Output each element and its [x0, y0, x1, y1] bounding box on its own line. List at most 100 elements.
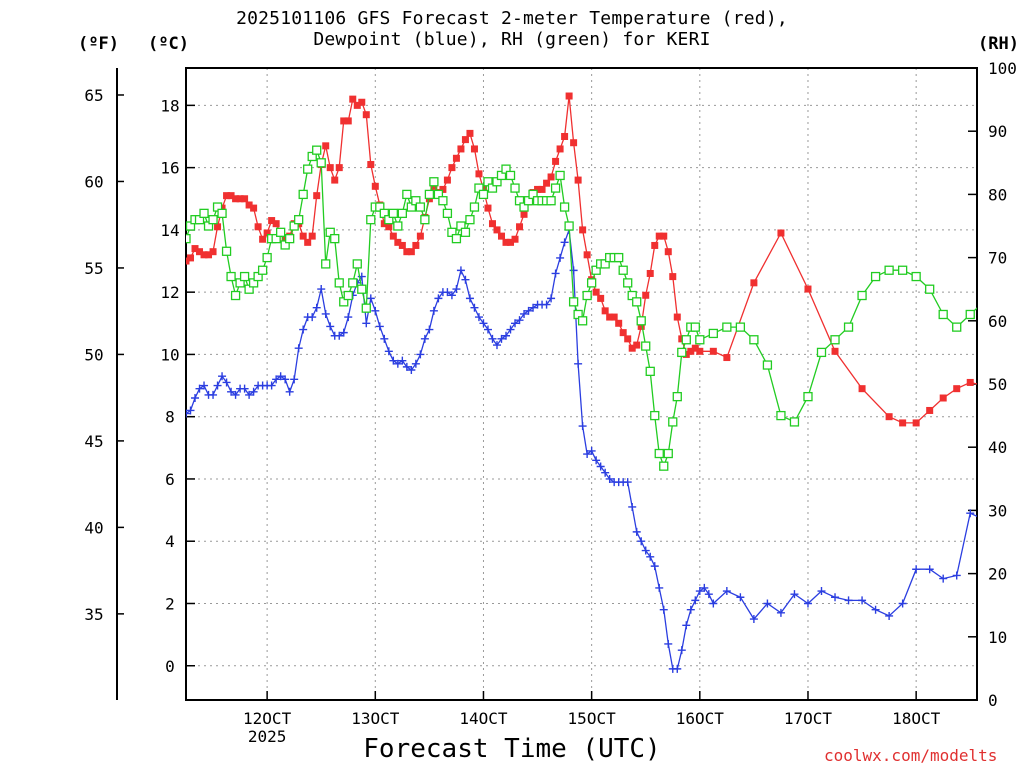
dewpoint-point	[583, 450, 592, 459]
dewpoint-point	[677, 646, 686, 655]
temperature-point	[362, 111, 370, 119]
rh-point	[208, 215, 218, 225]
rh-point	[577, 316, 588, 326]
dewpoint-point	[596, 462, 605, 471]
dewpoint-point	[912, 565, 921, 574]
rh-point	[695, 335, 705, 345]
temperature-point	[926, 406, 934, 414]
rh-tick-label: 60	[988, 312, 1007, 331]
rh-point	[343, 290, 353, 301]
temperature-point	[227, 192, 235, 200]
temperature-point	[966, 378, 974, 386]
dewpoint-point	[592, 456, 601, 465]
rh-tick-label: 30	[988, 501, 1007, 520]
rh-unit-label: (RH)	[978, 34, 1019, 54]
rh-point	[1007, 266, 1015, 274]
temperature-point	[502, 238, 510, 246]
fahrenheit-tick-label: 35	[84, 605, 103, 624]
temperature-point	[556, 145, 564, 153]
dewpoint-point	[317, 285, 326, 294]
dewpoint-point	[664, 639, 673, 648]
temperature-point	[912, 419, 920, 427]
rh-point	[361, 303, 371, 313]
dewpoint-point	[380, 334, 389, 343]
dewpoint-point	[520, 309, 529, 318]
rh-point	[257, 265, 268, 275]
rh-tick-label: 100	[988, 59, 1017, 78]
rh-point	[352, 259, 362, 269]
rh-point	[654, 448, 664, 459]
temperature-point	[308, 232, 316, 240]
temperature-point	[543, 179, 551, 187]
celsius-tick-label: 18	[160, 96, 179, 115]
dewpoint-point	[817, 587, 826, 596]
temperature-point	[561, 132, 569, 140]
dewpoint-point	[578, 422, 587, 431]
dewpoint-point	[416, 350, 425, 359]
rh-point	[294, 215, 304, 225]
temperature-point	[570, 139, 578, 147]
temperature-point	[1007, 410, 1014, 417]
temperature-point	[646, 269, 654, 277]
celsius-tick-label: 0	[165, 657, 175, 676]
rh-tick-label: 80	[988, 185, 1007, 204]
dewpoint-point	[420, 334, 429, 343]
fahrenheit-tick-label: 50	[84, 345, 103, 364]
dewpoint-point	[673, 664, 682, 673]
rh-point	[230, 290, 241, 301]
dewpoint-point	[749, 615, 758, 624]
dewpoint-point	[344, 313, 353, 322]
rh-point	[186, 233, 191, 244]
temperature-point	[615, 319, 623, 327]
rh-point	[303, 164, 313, 174]
dewpoint-point	[290, 375, 299, 384]
temperature-point	[858, 385, 866, 393]
rh-point	[388, 208, 398, 219]
temperature-point	[696, 347, 704, 355]
temperature-point	[443, 176, 451, 184]
dewpoint-point	[407, 365, 416, 374]
temperature-point	[660, 232, 668, 240]
dewpoint-point	[601, 468, 610, 477]
rh-point	[618, 265, 628, 275]
temperature-point	[214, 223, 222, 231]
rh-point	[199, 208, 209, 219]
dewpoint-point	[858, 596, 867, 605]
rh-point	[402, 189, 412, 200]
temperature-point	[592, 288, 600, 296]
temperature-point	[565, 92, 573, 100]
rh-point	[965, 309, 975, 320]
temperature-point	[709, 347, 717, 355]
rh-point	[334, 278, 344, 288]
temperature-point	[223, 192, 231, 200]
rh-point	[843, 322, 854, 332]
temperature-point	[628, 344, 636, 352]
temperature-point	[511, 235, 519, 243]
dewpoint-point	[587, 446, 596, 455]
chart-title-line-1: 2025101106 GFS Forecast 2-meter Temperat…	[236, 8, 788, 29]
dewpoint-point	[285, 387, 294, 396]
dewpoint-point	[366, 294, 375, 303]
temperature-point	[191, 245, 199, 253]
rh-point	[681, 335, 691, 345]
temperature-point	[466, 129, 474, 137]
fahrenheit-tick-label: 40	[84, 518, 103, 537]
temperature-point	[673, 313, 681, 321]
dewpoint-point	[925, 565, 934, 574]
rh-point	[884, 265, 894, 275]
temperature-point	[326, 164, 334, 172]
dewpoint-point	[213, 381, 222, 390]
rh-point	[586, 278, 597, 288]
temperature-point	[385, 223, 393, 231]
rh-point	[897, 265, 908, 275]
rh-point	[677, 347, 687, 358]
temperature-point	[394, 238, 402, 246]
dewpoint-point	[393, 359, 402, 368]
temperature-point	[268, 217, 276, 225]
dewpoint-point	[722, 587, 731, 596]
dewpoint-point	[429, 306, 438, 315]
temperature-point	[245, 201, 253, 209]
dewpoint-point	[803, 599, 812, 608]
fahrenheit-tick-label: 45	[84, 432, 103, 451]
dewpoint-point	[980, 515, 988, 523]
